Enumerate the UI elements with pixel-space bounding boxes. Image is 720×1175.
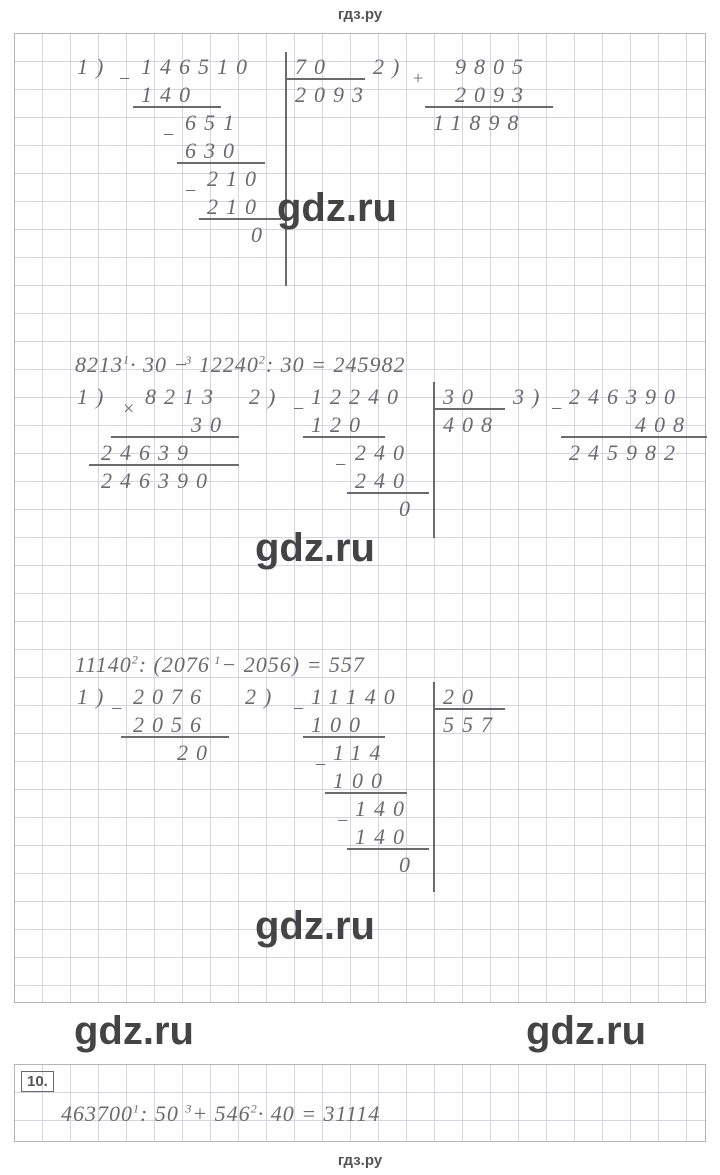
b2-div-dividend: 12240	[311, 384, 406, 410]
b1-dividend: 146510	[141, 54, 255, 80]
b3-div-vline	[433, 682, 435, 892]
b1-add-sum: 11898	[433, 110, 526, 136]
b1-divisor: 70	[295, 54, 333, 80]
b2-d-s1-sub: 120	[311, 412, 368, 438]
b3-sub-diff: 20	[177, 740, 215, 766]
b2-mul-b: 30	[191, 412, 229, 438]
b3-expression: 111402: (2076 1− 2056) = 557	[75, 652, 365, 678]
rule	[111, 436, 239, 438]
rule	[303, 736, 385, 738]
b2-mul-label: 1)	[77, 384, 111, 410]
b3-div-hline	[433, 708, 505, 710]
minus-sign: −	[185, 180, 196, 203]
worksheet-main: 1) 146510 70 2093 − 140 651 − 630 210 − …	[14, 33, 706, 1003]
b2-mul-partial: 24639	[101, 440, 196, 466]
b2-div-hline	[433, 408, 505, 410]
b3-d-s2-sub: 100	[333, 768, 390, 794]
t10-expression: 4637001: 50 3+ 5462· 40 = 31114	[61, 1101, 380, 1127]
b3-d-s1-bring: 114	[333, 740, 388, 766]
b1-s3-bring: 0	[251, 222, 270, 248]
rule	[199, 218, 281, 220]
b1-s1-bring: 651	[185, 110, 242, 136]
b1-add-a: 9805	[455, 54, 531, 80]
b2-sub-b: 408	[635, 412, 692, 438]
rule	[561, 436, 707, 438]
b1-s1-sub: 140	[141, 82, 198, 108]
b3-d-s3-bring: 0	[399, 852, 418, 878]
rule	[347, 848, 429, 850]
watermark: gdz.ru	[255, 904, 375, 949]
minus-sign: −	[551, 398, 562, 421]
b3-d-s1-sub: 100	[311, 712, 368, 738]
b1-div-hline	[285, 78, 365, 80]
watermark: gdz.ru	[255, 526, 375, 571]
b1-div-vline	[285, 52, 287, 286]
minus-sign: −	[337, 810, 348, 833]
b2-mul-product: 246390	[101, 468, 215, 494]
rule	[89, 464, 239, 466]
b2-sub-label: 3)	[513, 384, 547, 410]
rule	[177, 162, 265, 164]
b2-expression: 82131· 30 −3 122402: 30 = 245982	[75, 352, 406, 378]
minus-sign: −	[293, 398, 304, 421]
b2-sub-a: 246390	[569, 384, 683, 410]
b2-mul-a: 8213	[145, 384, 221, 410]
site-header: гдз.ру	[0, 0, 720, 33]
minus-sign: −	[119, 68, 130, 91]
b3-sub-b: 2056	[133, 712, 209, 738]
b3-div-divisor: 20	[443, 684, 481, 710]
b2-div-divisor: 30	[443, 384, 481, 410]
b2-sub-diff: 245982	[569, 440, 683, 466]
minus-sign: −	[315, 754, 326, 777]
b3-d-s3-sub: 140	[355, 824, 412, 850]
b3-sub-a: 2076	[133, 684, 209, 710]
b1-add-label: 2)	[373, 54, 407, 80]
plus-sign: +	[413, 68, 423, 89]
b1-quotient: 2093	[295, 82, 371, 108]
worksheet-task10: 10. 4637001: 50 3+ 5462· 40 = 31114	[14, 1064, 706, 1142]
b3-sub-label: 1)	[77, 684, 111, 710]
minus-sign: −	[293, 698, 304, 721]
rule	[303, 436, 385, 438]
site-footer: гдз.ру	[0, 1142, 720, 1175]
watermark: gdz.ru	[74, 1009, 194, 1054]
b2-d-s2-sub: 240	[355, 468, 412, 494]
b2-d-s2-bring: 0	[399, 496, 418, 522]
rule	[133, 106, 221, 108]
b3-div-dividend: 11140	[311, 684, 403, 710]
task-number-box: 10.	[21, 1071, 54, 1092]
minus-sign: −	[163, 124, 174, 147]
rule	[121, 736, 229, 738]
watermark-row: gdz.ru gdz.ru	[14, 1009, 706, 1054]
b1-s2-bring: 210	[207, 166, 264, 192]
rule	[325, 792, 407, 794]
minus-sign: −	[111, 698, 122, 721]
b1-div-label: 1)	[77, 54, 111, 80]
minus-sign: −	[335, 454, 346, 477]
times-sign: ×	[123, 398, 134, 421]
b2-div-label: 2)	[249, 384, 283, 410]
b1-s3-sub: 210	[207, 194, 264, 220]
b1-add-b: 2093	[455, 82, 531, 108]
b2-div-quotient: 408	[443, 412, 500, 438]
watermark: gdz.ru	[526, 1009, 646, 1054]
rule	[347, 492, 429, 494]
rule	[425, 106, 553, 108]
b2-div-vline	[433, 382, 435, 538]
b3-d-s2-bring: 140	[355, 796, 412, 822]
b3-div-label: 2)	[245, 684, 279, 710]
watermark: gdz.ru	[277, 186, 397, 231]
b2-d-s1-bring: 240	[355, 440, 412, 466]
b3-div-quotient: 557	[443, 712, 500, 738]
b1-s2-sub: 630	[185, 138, 242, 164]
